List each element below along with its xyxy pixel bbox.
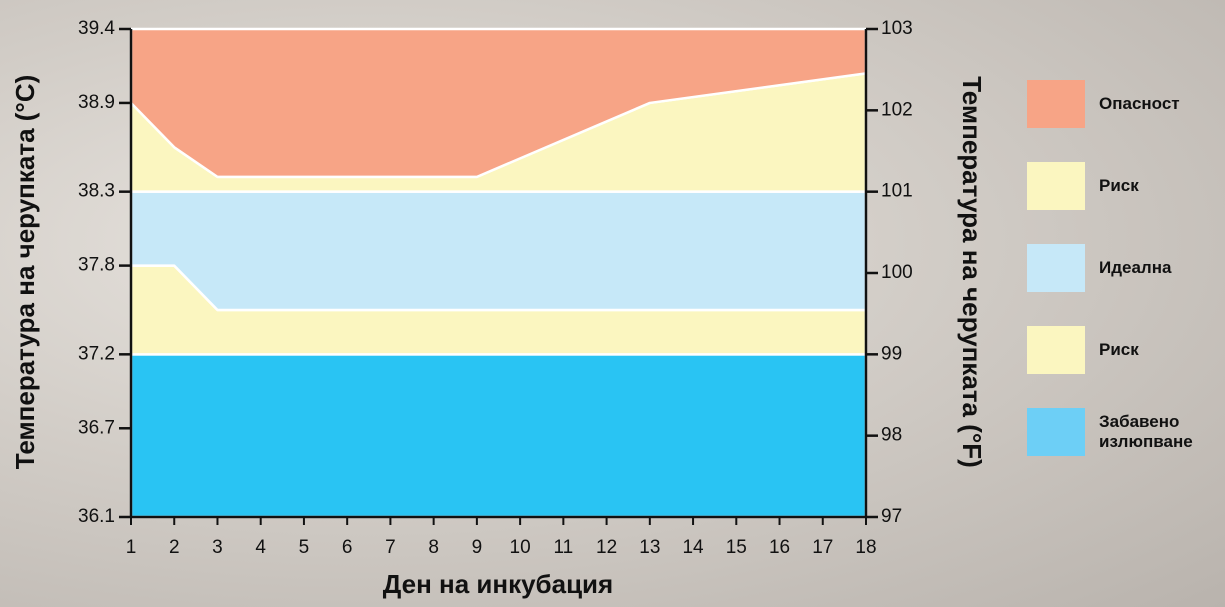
x-tick-label: 7	[385, 537, 396, 558]
legend-item: Риск	[1027, 326, 1217, 374]
legend: Опасност Риск Идеална Риск Забавено излюпван…	[1027, 80, 1217, 490]
y2-tick-label: 102	[881, 99, 913, 120]
y2-tick-label: 99	[881, 343, 902, 364]
area	[129, 190, 868, 312]
area	[129, 353, 868, 519]
x-tick-label: 4	[255, 537, 266, 558]
legend-label: Риск	[1099, 340, 1139, 359]
legend-item: Забавено излюпване	[1027, 408, 1217, 456]
legend-item: Идеална	[1027, 244, 1217, 292]
x-tick-label: 18	[855, 537, 876, 558]
x-tick-label: 13	[639, 537, 660, 558]
x-tick-label: 1	[126, 537, 137, 558]
legend-item: Опасност	[1027, 80, 1217, 128]
y-tick-label: 38.3	[78, 181, 115, 202]
x-axis-title: Ден на инкубация	[383, 569, 613, 599]
y2-axis-title: Температура на черупката (°F)	[957, 76, 987, 468]
x-tick-label: 14	[682, 537, 704, 558]
legend-label: Идеална	[1099, 258, 1172, 277]
x-tick-label: 17	[812, 537, 833, 558]
y2-tick-label: 97	[881, 506, 902, 527]
x-tick-label: 6	[342, 537, 353, 558]
x-tick-label: 3	[212, 537, 223, 558]
y2-tick-label: 103	[881, 18, 913, 39]
legend-label: Опасност	[1099, 94, 1180, 113]
x-tick-label: 8	[428, 537, 439, 558]
x-tick-label: 12	[596, 537, 617, 558]
x-tick-label: 2	[169, 537, 180, 558]
x-tick-label: 15	[726, 537, 747, 558]
x-tick-label: 16	[769, 537, 790, 558]
y-tick-label: 36.7	[78, 417, 115, 438]
legend-swatch	[1027, 244, 1085, 292]
x-tick-label: 9	[472, 537, 483, 558]
y-tick-label: 37.2	[78, 343, 115, 364]
areas	[129, 27, 868, 519]
y-tick-label: 39.4	[78, 18, 115, 39]
legend-swatch	[1027, 80, 1085, 128]
y2-tick-label: 101	[881, 181, 913, 202]
y2-tick-label: 100	[881, 262, 913, 283]
legend-swatch	[1027, 326, 1085, 374]
x-tick-label: 5	[299, 537, 310, 558]
y-tick-label: 37.8	[78, 255, 115, 276]
y-axis-title: Температура на черупката (°C)	[10, 75, 40, 470]
y2-tick-label: 98	[881, 425, 902, 446]
legend-swatch	[1027, 162, 1085, 210]
legend-swatch	[1027, 408, 1085, 456]
x-tick-label: 10	[510, 537, 531, 558]
x-tick-label: 11	[553, 537, 573, 558]
y-tick-label: 38.9	[78, 92, 115, 113]
legend-item: Риск	[1027, 162, 1217, 210]
legend-label: Риск	[1099, 176, 1139, 195]
axes: 36.136.737.237.838.338.939.4979899100101…	[78, 18, 913, 558]
y-tick-label: 36.1	[78, 506, 115, 527]
legend-label: Забавено излюпване	[1099, 412, 1193, 451]
